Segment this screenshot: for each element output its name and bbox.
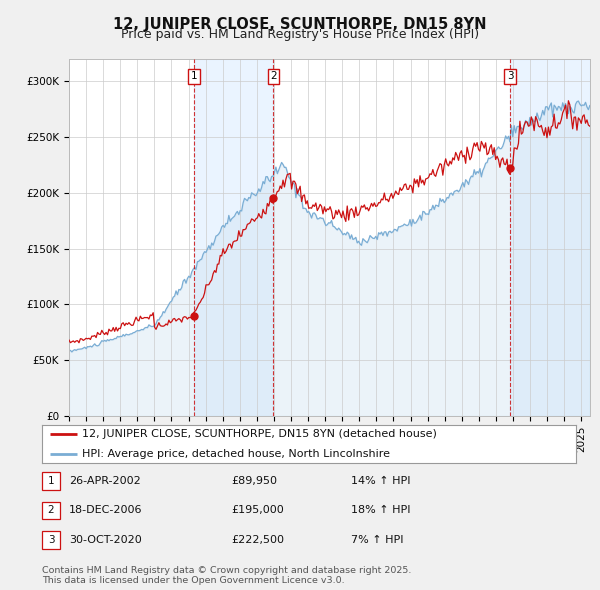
Text: 12, JUNIPER CLOSE, SCUNTHORPE, DN15 8YN (detached house): 12, JUNIPER CLOSE, SCUNTHORPE, DN15 8YN …: [82, 430, 437, 440]
Text: £195,000: £195,000: [231, 506, 284, 515]
Bar: [510, 59, 590, 416]
Text: 12, JUNIPER CLOSE, SCUNTHORPE, DN15 8YN: 12, JUNIPER CLOSE, SCUNTHORPE, DN15 8YN: [113, 17, 487, 31]
Text: 26-APR-2002: 26-APR-2002: [69, 476, 141, 486]
Text: 3: 3: [47, 535, 55, 545]
Text: 18% ↑ HPI: 18% ↑ HPI: [351, 506, 410, 515]
Text: £222,500: £222,500: [231, 535, 284, 545]
Text: 2: 2: [270, 71, 277, 81]
Bar: [194, 59, 273, 416]
Text: 1: 1: [47, 476, 55, 486]
Text: 2: 2: [47, 506, 55, 515]
Text: 3: 3: [507, 71, 514, 81]
Text: Contains HM Land Registry data © Crown copyright and database right 2025.
This d: Contains HM Land Registry data © Crown c…: [42, 566, 412, 585]
Text: 7% ↑ HPI: 7% ↑ HPI: [351, 535, 404, 545]
Text: 1: 1: [191, 71, 197, 81]
Text: HPI: Average price, detached house, North Lincolnshire: HPI: Average price, detached house, Nort…: [82, 448, 390, 458]
Text: 30-OCT-2020: 30-OCT-2020: [69, 535, 142, 545]
Text: £89,950: £89,950: [231, 476, 277, 486]
Text: 14% ↑ HPI: 14% ↑ HPI: [351, 476, 410, 486]
Text: Price paid vs. HM Land Registry's House Price Index (HPI): Price paid vs. HM Land Registry's House …: [121, 28, 479, 41]
Text: 18-DEC-2006: 18-DEC-2006: [69, 506, 143, 515]
